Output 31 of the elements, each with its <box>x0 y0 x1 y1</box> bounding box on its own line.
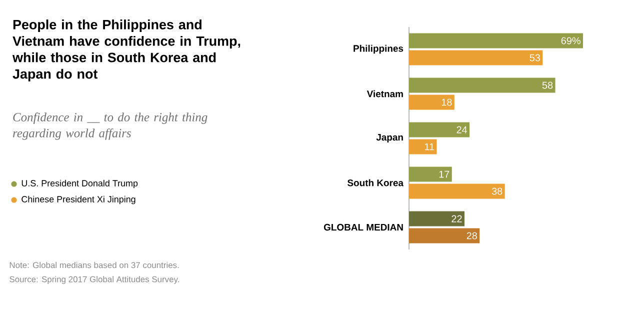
source-note: Source: Spring 2017 Global Attitudes Survey. <box>10 276 179 284</box>
bar <box>409 184 505 199</box>
bar <box>409 166 452 182</box>
bar <box>409 94 454 110</box>
text: Confidence in __ to do the right thing regarding world affairs <box>13 112 208 140</box>
y-tick-label: Japan <box>376 134 403 142</box>
data-label: 24 <box>456 126 468 134</box>
legend-label: Chinese President Xi Jinping <box>22 196 136 204</box>
data-label: 22 <box>452 215 462 222</box>
data-label: 58 <box>542 82 553 89</box>
text: People in the Philippines and Vietnam have confidence in Trump, while those in South Korea and Japan do not <box>12 20 240 82</box>
legend-label: U.S. President Donald Trump <box>22 180 138 188</box>
y-tick-label: Philippines <box>354 44 404 54</box>
bar <box>409 139 437 154</box>
data-label: 53 <box>530 54 540 62</box>
y-tick-label: Vietnam <box>366 90 403 98</box>
data-label: 28 <box>466 232 477 240</box>
bar <box>409 211 464 226</box>
data-label: 69% <box>561 37 580 44</box>
bar <box>409 33 584 48</box>
bar <box>409 122 470 138</box>
data-label: 38 <box>492 188 502 195</box>
bar <box>409 228 480 244</box>
y-tick-label: South Korea <box>347 179 404 186</box>
data-label: 11 <box>424 143 434 150</box>
text: Note: Global medians based on 37 countries. <box>10 262 179 268</box>
y-tick-label: GLOBAL MEDIAN <box>324 224 403 231</box>
bar <box>409 50 543 66</box>
data-label: 18 <box>442 98 452 106</box>
bar <box>409 78 556 93</box>
data-label: 17 <box>439 170 450 178</box>
